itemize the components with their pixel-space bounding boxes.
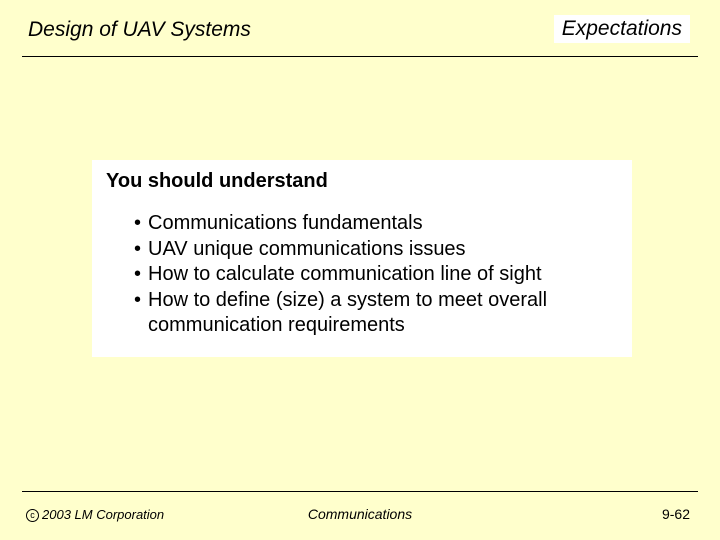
bullet-icon: •: [134, 211, 148, 237]
divider-bottom: [22, 491, 698, 492]
divider-top: [22, 56, 698, 57]
bullet-icon: •: [134, 262, 148, 288]
content-box: You should understand • Communications f…: [92, 160, 632, 357]
bullet-text: How to calculate communication line of s…: [148, 262, 618, 288]
header-title-right: Expectations: [554, 15, 690, 43]
bullet-text: Communications fundamentals: [148, 211, 618, 237]
list-item: • How to calculate communication line of…: [134, 262, 618, 288]
list-item: • UAV unique communications issues: [134, 237, 618, 263]
bullet-text: UAV unique communications issues: [148, 237, 618, 263]
content-heading: You should understand: [106, 170, 618, 193]
list-item: • Communications fundamentals: [134, 211, 618, 237]
slide-header: Design of UAV Systems Expectations: [0, 0, 720, 62]
bullet-icon: •: [134, 288, 148, 339]
list-item: • How to define (size) a system to meet …: [134, 288, 618, 339]
footer-page-number: 9-62: [662, 506, 690, 522]
bullet-list: • Communications fundamentals • UAV uniq…: [106, 211, 618, 339]
slide-footer: c2003 LM Corporation Communications 9-62: [0, 496, 720, 540]
footer-center: Communications: [0, 506, 720, 522]
bullet-icon: •: [134, 237, 148, 263]
bullet-text: How to define (size) a system to meet ov…: [148, 288, 618, 339]
